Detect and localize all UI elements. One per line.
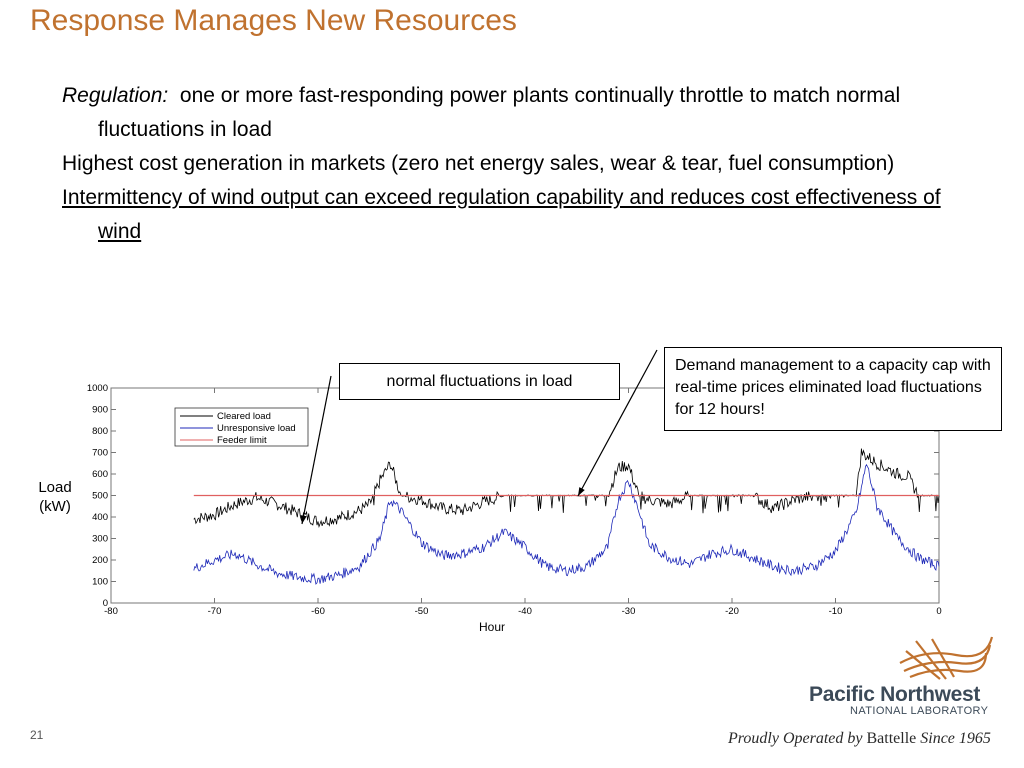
x-tick-label-8: 0: [936, 606, 941, 617]
legend-label-1: Unresponsive load: [217, 423, 296, 434]
slide-title: Response Manages New Resources: [30, 4, 517, 37]
y-tick-label-2: 200: [92, 555, 108, 566]
footer-proudly: Proudly Operated by: [728, 730, 863, 747]
y-tick-label-8: 800: [92, 426, 108, 437]
slide-number: 21: [30, 728, 44, 742]
x-tick-label-3: -50: [415, 606, 429, 617]
legend-label-0: Cleared load: [217, 411, 271, 422]
x-tick-label-4: -40: [518, 606, 532, 617]
logo-main-text: Pacific Northwest: [809, 683, 981, 706]
x-axis-label: Hour: [478, 620, 505, 634]
pnnl-logo-mark-icon: [899, 636, 994, 680]
y-axis-label: Load (kW): [30, 478, 80, 516]
x-tick-label-1: -70: [208, 606, 222, 617]
arrow-demand-management-head: [578, 487, 585, 496]
x-tick-label-2: -60: [311, 606, 325, 617]
battelle-footer: Proudly Operated by Battelle Since 1965: [728, 730, 991, 748]
x-tick-label-0: -80: [104, 606, 118, 617]
intermittency-line: Intermittency of wind output can exceed …: [62, 186, 941, 243]
y-axis-label-line2: (kW): [39, 498, 71, 515]
footer-battelle: Battelle: [866, 730, 917, 747]
arrow-normal-fluctuations: [301, 375, 332, 525]
legend-label-2: Feeder limit: [217, 435, 267, 446]
y-tick-label-5: 500: [92, 491, 108, 502]
logo-sub-text: NATIONAL LABORATORY: [850, 705, 989, 717]
x-tick-label-7: -10: [829, 606, 843, 617]
x-tick-label-5: -30: [622, 606, 636, 617]
footer-since: Since 1965: [920, 730, 991, 747]
x-tick-label-6: -20: [725, 606, 739, 617]
regulation-lead: Regulation:: [62, 84, 169, 107]
y-tick-label-10: 1000: [87, 383, 108, 394]
y-tick-label-3: 300: [92, 534, 108, 545]
regulation-paragraph: Regulation: one or more fast-responding …: [62, 79, 962, 147]
y-tick-label-0: 0: [103, 598, 108, 609]
callout-demand-management: Demand management to a capacity cap with…: [664, 347, 1002, 431]
body-text: Regulation: one or more fast-responding …: [62, 79, 962, 249]
cost-line: Highest cost generation in markets (zero…: [62, 152, 895, 175]
y-axis-label-line1: Load: [38, 479, 72, 496]
arrow-normal-fluctuations-head: [300, 515, 307, 524]
y-tick-label-7: 700: [92, 448, 108, 459]
regulation-definition: one or more fast-responding power plants…: [98, 84, 901, 141]
callout-normal-fluctuations: normal fluctuations in load: [339, 363, 620, 400]
y-tick-label-9: 900: [92, 405, 108, 416]
arrow-demand-management: [577, 349, 658, 497]
y-tick-label-6: 600: [92, 469, 108, 480]
y-tick-label-4: 400: [92, 512, 108, 523]
y-tick-label-1: 100: [92, 577, 108, 588]
series-unresponsive-load: [193, 463, 940, 585]
